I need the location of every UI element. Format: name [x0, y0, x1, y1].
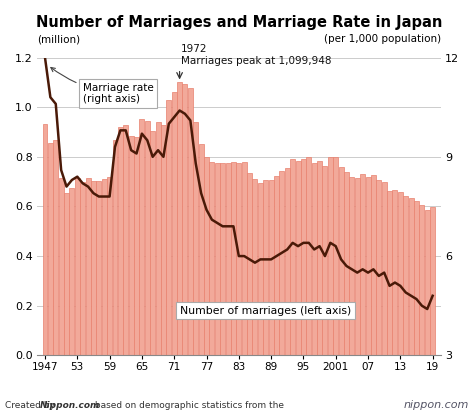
Bar [247, 173, 252, 355]
Bar [172, 92, 177, 355]
Text: based on demographic statistics from the: based on demographic statistics from the [92, 401, 284, 410]
Bar [301, 159, 306, 355]
Bar [322, 166, 328, 355]
Bar [263, 180, 268, 355]
Bar [338, 168, 344, 355]
Bar [80, 182, 85, 355]
Bar [220, 163, 225, 355]
Bar [226, 162, 230, 355]
Bar [253, 179, 257, 355]
Text: Marriage rate
(right axis): Marriage rate (right axis) [51, 68, 154, 104]
Title: Number of Marriages and Marriage Rate in Japan: Number of Marriages and Marriage Rate in… [36, 15, 442, 30]
Bar [387, 191, 392, 355]
Bar [215, 163, 220, 355]
Bar [242, 162, 246, 355]
Bar [139, 119, 145, 355]
Bar [112, 140, 118, 355]
Bar [188, 88, 193, 355]
Bar [312, 163, 317, 355]
Bar [333, 157, 338, 355]
Text: (per 1,000 population): (per 1,000 population) [324, 34, 441, 44]
Bar [48, 143, 53, 355]
Bar [344, 172, 349, 355]
Bar [419, 205, 424, 355]
Bar [177, 82, 182, 355]
Text: nippon.com: nippon.com [404, 400, 469, 410]
Bar [296, 161, 301, 355]
Bar [290, 159, 295, 355]
Bar [210, 162, 214, 355]
Bar [43, 124, 47, 355]
Bar [59, 178, 64, 355]
Bar [199, 145, 204, 355]
Bar [382, 182, 387, 355]
Bar [355, 178, 360, 355]
Bar [279, 171, 284, 355]
Bar [317, 161, 322, 355]
Bar [75, 178, 80, 355]
Bar [392, 190, 397, 355]
Bar [86, 178, 91, 355]
Bar [150, 131, 155, 355]
Text: Created by: Created by [5, 401, 57, 410]
Bar [274, 176, 279, 355]
Bar [269, 180, 273, 355]
Bar [365, 177, 371, 355]
Bar [328, 157, 333, 355]
Bar [155, 122, 161, 355]
Bar [204, 157, 209, 355]
Text: Nippon.com: Nippon.com [40, 401, 100, 410]
Bar [398, 192, 403, 355]
Bar [107, 177, 112, 355]
Bar [123, 124, 128, 355]
Bar [166, 100, 171, 355]
Text: (million): (million) [37, 34, 80, 44]
Bar [145, 121, 150, 355]
Bar [134, 137, 139, 355]
Text: 1972
Marriages peak at 1,099,948: 1972 Marriages peak at 1,099,948 [181, 44, 332, 66]
Bar [91, 181, 96, 355]
Bar [53, 140, 58, 355]
Bar [285, 168, 290, 355]
Bar [409, 198, 414, 355]
Bar [231, 162, 236, 355]
Bar [430, 207, 435, 355]
Bar [128, 136, 134, 355]
Bar [425, 210, 430, 355]
Bar [237, 163, 241, 355]
Bar [306, 157, 311, 355]
Bar [258, 183, 263, 355]
Bar [102, 179, 107, 355]
Bar [118, 127, 123, 355]
Text: Number of marriages (left axis): Number of marriages (left axis) [180, 306, 351, 316]
Bar [403, 196, 408, 355]
Bar [414, 201, 419, 355]
Bar [360, 174, 365, 355]
Bar [349, 177, 355, 355]
Bar [376, 180, 381, 355]
Bar [64, 192, 69, 355]
Bar [371, 175, 376, 355]
Bar [96, 181, 101, 355]
Bar [161, 125, 166, 355]
Bar [69, 187, 74, 355]
Bar [193, 122, 198, 355]
Bar [182, 84, 187, 355]
